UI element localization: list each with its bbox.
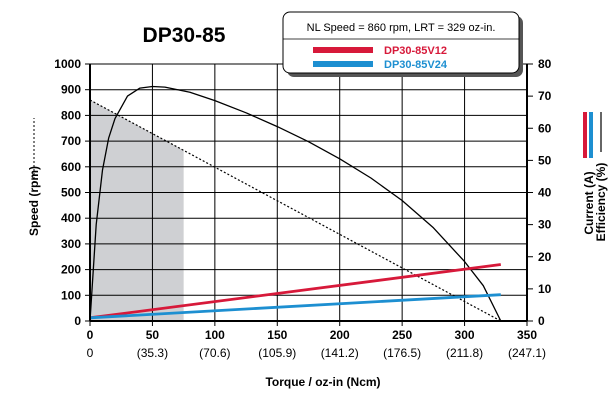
x-tick-label: 100: [205, 328, 225, 342]
y-left-tick-label: 500: [61, 186, 81, 200]
y-right-tick-label: 70: [538, 89, 552, 103]
legend: NL Speed = 860 rpm, LRT = 329 oz-in. DP3…: [282, 11, 523, 77]
x-tick-label-ncm: (176.5): [383, 346, 421, 360]
y-left-tick-label: 0: [74, 314, 81, 328]
series-dp30-85v12: [89, 263, 501, 320]
x-tick-label: 300: [455, 328, 475, 342]
legend-header: NL Speed = 860 rpm, LRT = 329 oz-in.: [307, 22, 496, 34]
x-tick-label-ncm: (247.1): [508, 346, 546, 360]
legend-label-v12: DP30-85V12: [384, 45, 447, 57]
y-left-tick-label: 600: [61, 160, 81, 174]
right-axis-title-current-group: Current (A): [582, 171, 596, 234]
right-axis-title-current: Current (A): [582, 171, 596, 234]
y-right-tick-label: 60: [538, 121, 552, 135]
series-dp30-85v24: [89, 293, 501, 320]
x-tick-label: 250: [392, 328, 412, 342]
tick-label-layer: 0050(35.3)100(70.6)150(105.9)200(141.2)2…: [54, 57, 551, 360]
x-tick-label-ncm: (211.8): [446, 346, 483, 360]
x-tick-label-ncm: (35.3): [137, 346, 168, 360]
shaded-region-layer: [90, 99, 184, 321]
current-key-blue-bar: [589, 112, 593, 158]
speed-line: [89, 99, 502, 322]
legend-box: [282, 11, 520, 74]
chart-title: DP30-85: [143, 24, 226, 47]
left-axis-title: Speed (rpm): [27, 166, 41, 236]
x-tick-label: 200: [330, 328, 350, 342]
shaded-region: [90, 99, 184, 321]
legend-swatch-v24: [313, 61, 373, 67]
y-left-tick-label: 900: [61, 83, 81, 97]
y-right-tick-label: 40: [538, 186, 552, 200]
x-tick-label: 50: [146, 328, 160, 342]
right-axis-title-efficiency-group: Efficiency (%): [594, 163, 608, 242]
y-left-tick-label: 800: [61, 108, 81, 122]
y-right-tick-label: 20: [538, 250, 552, 264]
y-left-tick-label: 100: [61, 288, 81, 302]
y-left-tick-label: 300: [61, 237, 81, 251]
right-axis-title-efficiency: Efficiency (%): [594, 163, 608, 242]
x-tick-label-ncm: (141.2): [321, 346, 359, 360]
x-tick-label-ncm: (70.6): [199, 346, 230, 360]
y-left-tick-label: 700: [61, 134, 81, 148]
y-right-tick-label: 10: [538, 282, 552, 296]
x-axis-title: Torque / oz-in (Ncm): [265, 375, 380, 389]
y-left-tick-label: 1000: [54, 57, 81, 71]
x-tick-label-ncm: (105.9): [258, 346, 296, 360]
axis-layer: [85, 63, 533, 326]
efficiency-curve: [89, 85, 502, 322]
y-right-tick-label: 30: [538, 218, 552, 232]
series-layer: [89, 85, 502, 322]
y-right-tick-label: 80: [538, 57, 552, 71]
legend-label-v24: DP30-85V24: [384, 59, 448, 71]
x-tick-label: 150: [267, 328, 287, 342]
y-right-tick-label: 50: [538, 153, 552, 167]
y-right-tick-label: 0: [538, 314, 545, 328]
left-axis-title-group: Speed (rpm): [27, 166, 41, 236]
x-tick-label: 0: [87, 328, 94, 342]
y-left-tick-label: 200: [61, 263, 81, 277]
x-tick-label-ncm: 0: [87, 346, 94, 360]
current-key-red-bar: [583, 112, 587, 158]
x-tick-label: 350: [517, 328, 537, 342]
legend-swatch-v12: [313, 47, 373, 53]
y-left-tick-label: 400: [61, 211, 81, 225]
